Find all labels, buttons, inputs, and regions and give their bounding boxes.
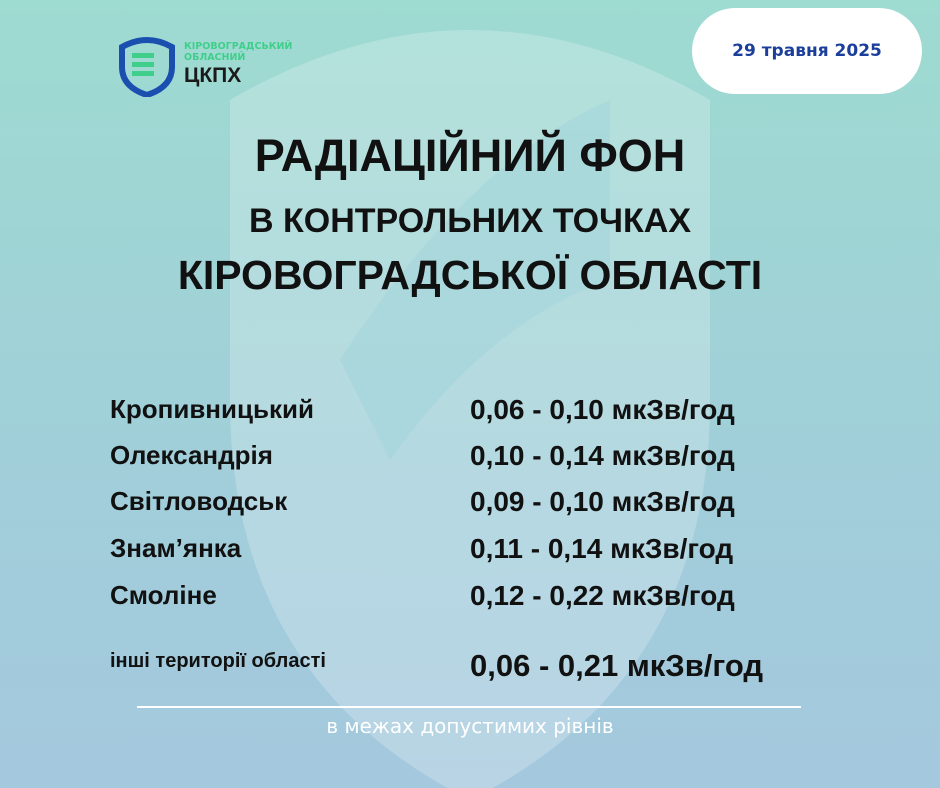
radiation-value: 0,11 - 0,14 мкЗв/год — [470, 533, 734, 564]
place-name: Кропивницький — [110, 394, 314, 424]
radiation-value: 0,09 - 0,10 мкЗв/год — [470, 486, 735, 517]
logo-line2: ОБЛАСНИЙ — [184, 52, 246, 63]
title-line2: В КОНТРОЛЬНИХ ТОЧКАХ — [249, 202, 691, 240]
radiation-value: 0,12 - 0,22 мкЗв/год — [470, 580, 735, 611]
radiation-value: 0,10 - 0,14 мкЗв/год — [470, 440, 735, 471]
logo-name: ЦКПХ — [184, 64, 242, 87]
divider — [137, 706, 801, 708]
title-line1: РАДІАЦІЙНИЙ ФОН — [254, 130, 686, 181]
shield-watermark-icon — [230, 30, 710, 788]
other-territories-value: 0,06 - 0,21 мкЗв/год — [470, 648, 764, 683]
place-name: Світловодськ — [110, 486, 288, 516]
title-line3: КІРОВОГРАДСЬКОЇ ОБЛАСТІ — [177, 252, 763, 298]
other-territories-label: інші території області — [110, 650, 326, 672]
place-name: Смоліне — [110, 580, 217, 610]
logo-line1: КІРОВОГРАДСЬКИЙ — [184, 41, 293, 52]
footer-note: в межах допустимих рівнів — [326, 714, 614, 738]
place-name: Олександрія — [110, 440, 273, 470]
date-badge: 29 травня 2025 — [692, 8, 922, 94]
place-name: Знам’янка — [110, 533, 242, 563]
shield-logo-icon — [119, 37, 175, 97]
logo: КІРОВОГРАДСЬКИЙ ОБЛАСНИЙ ЦКПХ — [118, 33, 292, 97]
radiation-value: 0,06 - 0,10 мкЗв/год — [470, 394, 735, 425]
